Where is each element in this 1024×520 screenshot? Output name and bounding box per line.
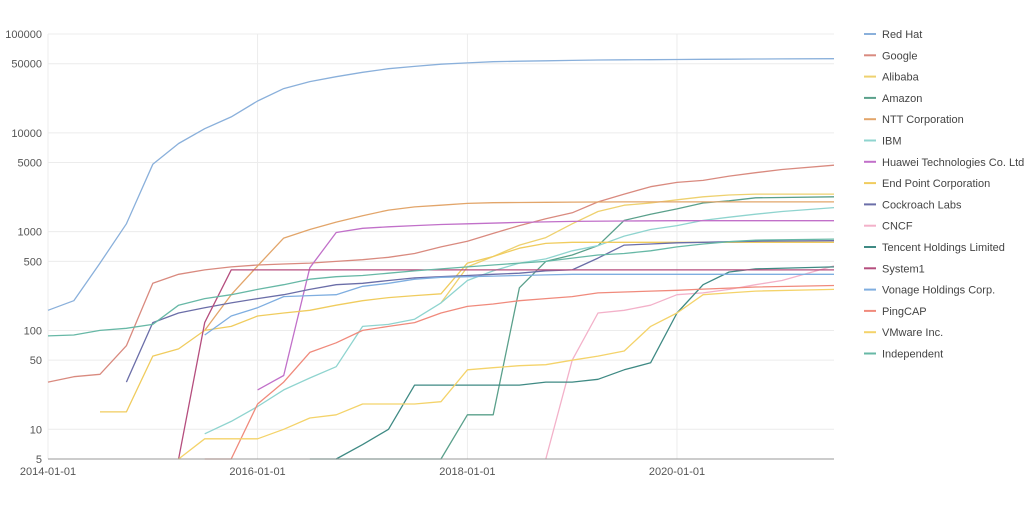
series-line-system1 xyxy=(177,269,834,460)
legend-item-label: Red Hat xyxy=(882,29,922,41)
legend-item-label: Tencent Holdings Limited xyxy=(882,242,1005,254)
x-tick-label: 2016-01-01 xyxy=(229,466,285,478)
y-tick-label: 5 xyxy=(36,454,42,466)
series-line-cncf xyxy=(545,265,835,460)
y-tick-label: 50 xyxy=(30,355,42,367)
legend: Red Hat Google Alibaba Amazon NTT Corporatio… xyxy=(864,29,1024,361)
series-line-huawei-technologies-co-ltd xyxy=(257,220,834,391)
x-tick-label: 2014-01-01 xyxy=(20,466,76,478)
series-line-ibm xyxy=(204,206,835,435)
series-line-ntt-corporation xyxy=(204,201,834,331)
y-tick-label: 5000 xyxy=(18,158,42,170)
x-tick-label: 2018-01-01 xyxy=(439,466,495,478)
series-lines xyxy=(47,58,835,460)
legend-item-label: Cockroach Labs xyxy=(882,199,962,211)
series-line-pingcap xyxy=(204,284,835,460)
series-line-tencent-holdings-limited xyxy=(309,266,835,460)
series-line-cockroach-labs xyxy=(125,240,835,383)
series-line-amazon xyxy=(336,196,835,460)
legend-item-label: System1 xyxy=(882,263,925,275)
y-tick-label: 100 xyxy=(24,325,42,337)
series-line-google xyxy=(47,164,835,383)
legend-item-label: Google xyxy=(882,50,917,62)
legend-item-label: NTT Corporation xyxy=(882,114,964,126)
series-line-vmware-inc xyxy=(178,288,835,460)
axes: 100000 50000 10000 5000 1000 500 100 50 10 52014-… xyxy=(5,29,834,478)
x-tick-label: 2020-01-01 xyxy=(649,466,705,478)
legend-item-label: Alibaba xyxy=(882,72,920,84)
legend-item-label: Independent xyxy=(882,349,943,361)
y-tick-label: 50000 xyxy=(11,59,42,71)
y-tick-label: 1000 xyxy=(18,227,42,239)
legend-item-label: End Point Corporation xyxy=(882,178,990,190)
legend-item-label: PingCAP xyxy=(882,306,927,318)
legend-item-label: VMware Inc. xyxy=(882,327,943,339)
series-line-vonage-holdings-corp xyxy=(204,273,834,336)
legend-item-label: Huawei Technologies Co. Ltd. xyxy=(882,157,1024,169)
legend-item-label: Amazon xyxy=(882,93,922,105)
legend-item-label: CNCF xyxy=(882,221,913,233)
y-tick-label: 10000 xyxy=(11,128,42,140)
legend-item-label: IBM xyxy=(882,136,902,148)
series-line-red-hat xyxy=(47,58,835,311)
legend-item-label: Vonage Holdings Corp. xyxy=(882,285,995,297)
y-tick-label: 500 xyxy=(24,256,42,268)
series-line-end-point-corporation xyxy=(100,241,834,413)
y-tick-label: 10 xyxy=(30,424,42,436)
series-line-independent xyxy=(47,238,835,337)
y-tick-label: 100000 xyxy=(5,29,42,41)
